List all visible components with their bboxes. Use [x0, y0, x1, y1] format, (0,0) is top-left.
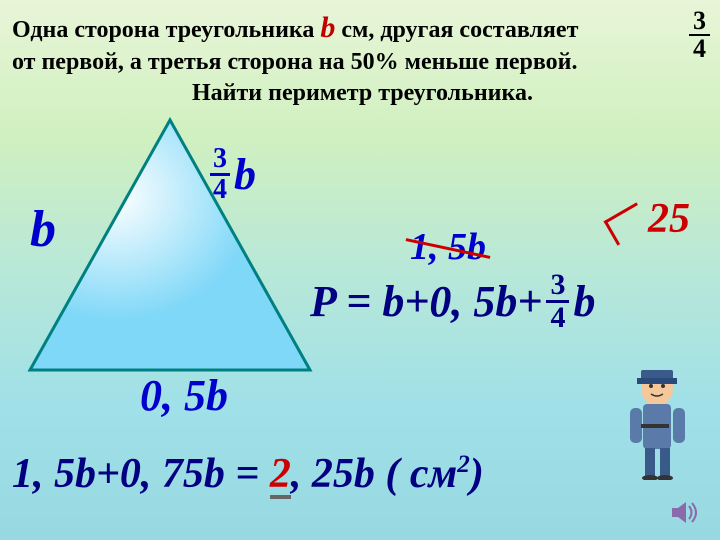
- formula-frac: 3 4: [546, 270, 569, 333]
- side-top-label: 3 4 b: [210, 145, 256, 204]
- answer-rest: , 25b ( см: [291, 451, 457, 497]
- side-top-den: 4: [210, 176, 230, 204]
- problem-p3: от первой, а третья сторона на 50% меньш…: [12, 49, 578, 75]
- formula-num: 3: [546, 270, 569, 303]
- side-left-label: b: [30, 200, 56, 259]
- formula-rhs: b: [573, 276, 595, 327]
- side-top-b: b: [234, 149, 256, 200]
- frac-den: 4: [689, 36, 710, 62]
- problem-var: b: [320, 11, 335, 44]
- problem-p1: Одна сторона треугольника: [12, 17, 320, 43]
- crossed-value: 1, 5b: [410, 225, 486, 269]
- problem-p4: Найти периметр треугольника.: [192, 80, 533, 106]
- problem-fraction: 3 4: [689, 8, 710, 62]
- side-top-frac: 3 4: [210, 145, 230, 204]
- perimeter-formula: P = b+0, 5b+ 3 4 b: [310, 270, 595, 333]
- frac-num: 3: [689, 8, 710, 36]
- answer-lhs: 1, 5b+0, 75b =: [12, 451, 270, 497]
- answer-hl: 2: [270, 451, 291, 497]
- answer-exp: 2: [457, 451, 470, 478]
- triangle-shape: [30, 120, 310, 370]
- answer-close: ): [470, 451, 484, 497]
- triangle: [20, 110, 320, 390]
- replacement-value: 25: [648, 195, 690, 243]
- formula-den: 4: [546, 303, 569, 333]
- side-bottom-label: 0, 5b: [140, 370, 228, 421]
- problem-p2: см, другая составляет: [335, 17, 578, 43]
- formula-lhs: P = b+0, 5b+: [310, 276, 542, 327]
- officer-icon: [615, 360, 700, 480]
- sound-icon[interactable]: [670, 500, 700, 525]
- side-top-num: 3: [210, 145, 230, 176]
- final-answer: 1, 5b+0, 75b = 2, 25b ( см2): [12, 450, 484, 498]
- problem-text: Одна сторона треугольника b см, другая с…: [12, 8, 675, 109]
